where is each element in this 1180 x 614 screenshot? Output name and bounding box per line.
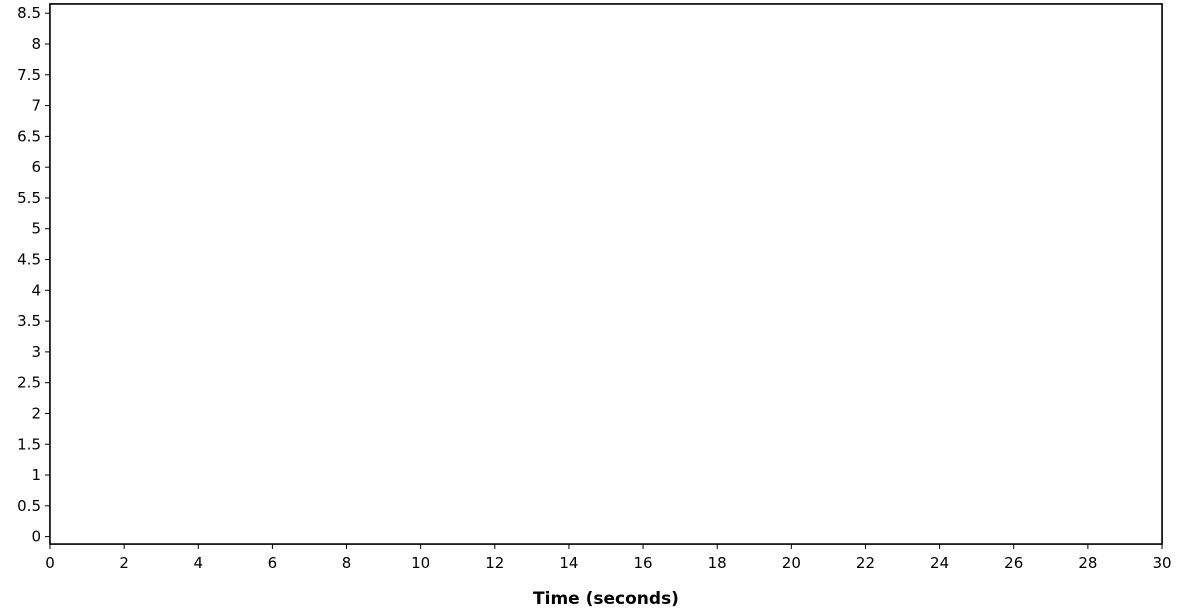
y-tick-label: 2.5 <box>17 374 41 392</box>
x-tick-label: 14 <box>559 554 578 572</box>
y-tick-label: 2 <box>31 404 41 422</box>
plot-border <box>49 3 1163 545</box>
axis-ticks: 0 2 4 6 8 10 12 14 16 18 20 22 24 26 28 3000.511.522.53… <box>17 4 1171 572</box>
y-tick-label: 5.5 <box>17 189 41 207</box>
y-tick-label: 5 <box>31 220 41 238</box>
y-tick-label: 0.5 <box>17 497 41 515</box>
x-tick-label: 12 <box>485 554 504 572</box>
y-tick-label: 7 <box>31 97 41 115</box>
x-tick-label: 24 <box>930 554 949 572</box>
y-tick-label: 4 <box>31 281 41 299</box>
y-tick-label: 0 <box>31 528 41 546</box>
x-tick-label: 16 <box>634 554 653 572</box>
y-tick-label: 4.5 <box>17 251 41 269</box>
x-tick-label: 4 <box>193 554 203 572</box>
x-axis-title: Time (seconds) <box>533 589 679 609</box>
y-tick-label: 1.5 <box>17 435 41 453</box>
y-tick-label: 3 <box>31 343 41 361</box>
y-tick-label: 6.5 <box>17 127 41 145</box>
x-tick-label: 30 <box>1152 554 1171 572</box>
x-tick-label: 0 <box>45 554 55 572</box>
x-tick-label: 6 <box>268 554 278 572</box>
y-tick-label: 8 <box>31 35 41 53</box>
y-tick-label: 7.5 <box>17 66 41 84</box>
x-tick-label: 2 <box>119 554 129 572</box>
x-tick-label: 22 <box>856 554 875 572</box>
x-tick-label: 10 <box>411 554 430 572</box>
y-tick-label: 8.5 <box>17 4 41 22</box>
y-tick-label: 1 <box>31 466 41 484</box>
y-tick-label: 3.5 <box>17 312 41 330</box>
x-tick-label: 18 <box>708 554 727 572</box>
x-tick-label: 26 <box>1004 554 1023 572</box>
y-tick-label: 6 <box>31 158 41 176</box>
x-tick-label: 8 <box>342 554 352 572</box>
x-tick-label: 20 <box>782 554 801 572</box>
x-tick-label: 28 <box>1078 554 1097 572</box>
